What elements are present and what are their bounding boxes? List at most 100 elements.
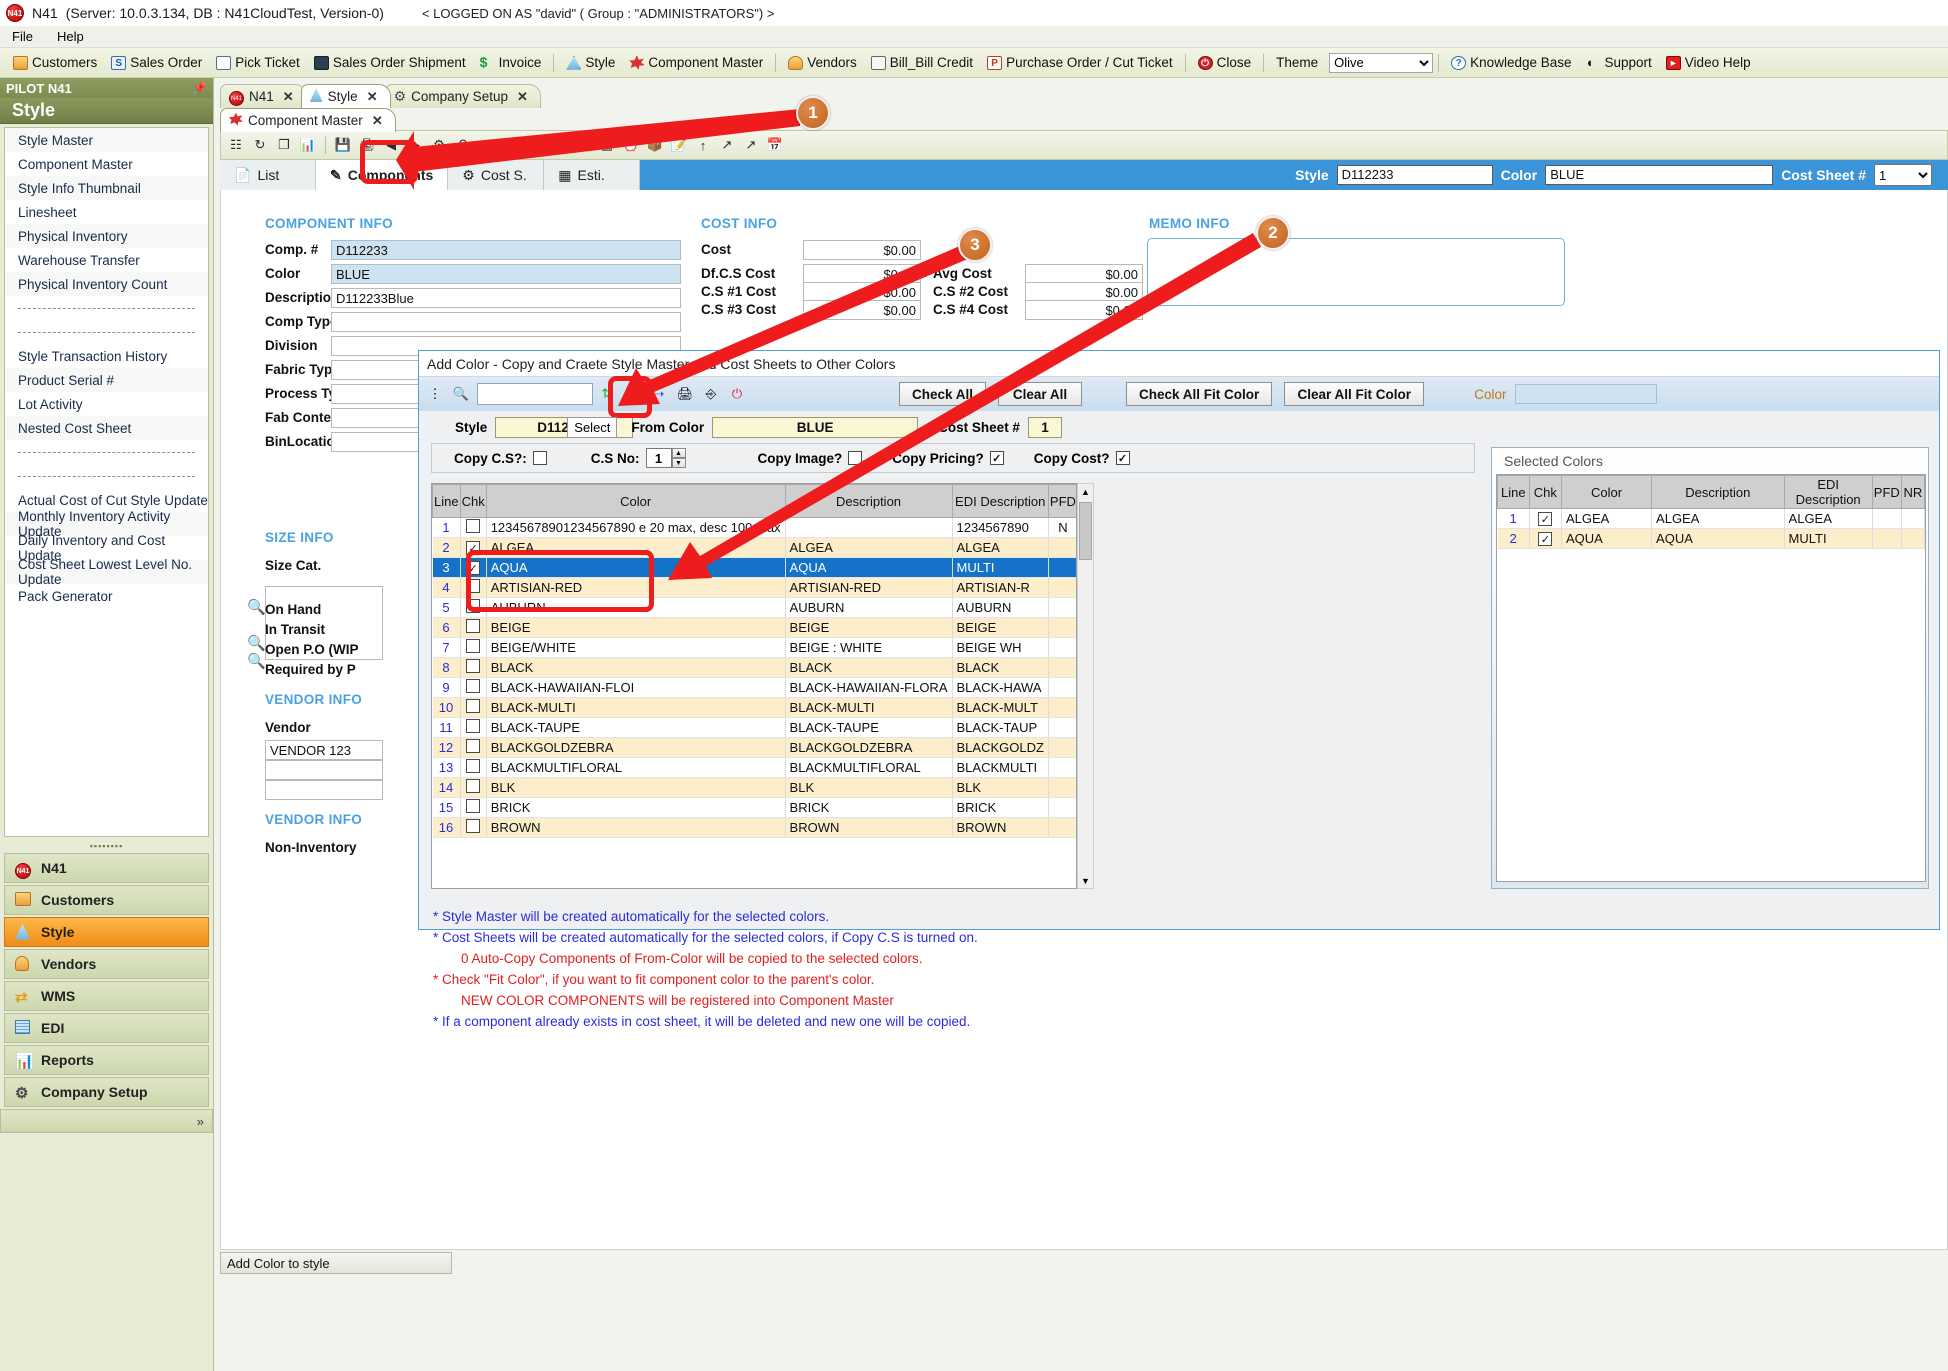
row-check-checkbox[interactable] bbox=[460, 517, 487, 538]
settings-gear-icon[interactable]: ⚙ bbox=[433, 137, 445, 152]
scroll-thumb[interactable] bbox=[1079, 502, 1092, 560]
search-icon-onhand[interactable]: 🔍 bbox=[247, 599, 266, 616]
ribbon-item-style[interactable]: Style bbox=[559, 54, 622, 71]
header-style-input[interactable]: D112233 bbox=[1336, 165, 1493, 185]
tab-company-setup[interactable]: ⚙ Company Setup ✕ bbox=[384, 84, 541, 108]
note-icon[interactable]: 📝 bbox=[670, 137, 688, 152]
menu-item-file[interactable]: File bbox=[12, 29, 33, 44]
palette-icon[interactable]: ▤ bbox=[576, 137, 590, 152]
row-check-checkbox[interactable] bbox=[460, 717, 487, 738]
upload-icon[interactable]: ↑ bbox=[699, 137, 707, 153]
refresh-icon[interactable]: ⇅ bbox=[601, 386, 613, 401]
export-icon[interactable]: ↗ bbox=[721, 137, 733, 152]
search-icon-required[interactable]: 🔍 bbox=[247, 653, 266, 670]
tab-cost-sheet[interactable]: ⚙ Cost S. bbox=[448, 160, 545, 190]
sidebar-item-warehouse-transfer[interactable]: Warehouse Transfer bbox=[18, 252, 140, 268]
ribbon-item-sales-order[interactable]: S Sales Order bbox=[104, 54, 209, 71]
value-dfcs-cost[interactable]: $0.00 bbox=[803, 264, 921, 284]
color-grid-row[interactable]: 9 BLACK-HAWAIIAN-FLOI BLACK-HAWAIIAN-FLORA… bbox=[432, 677, 1076, 698]
color-grid-header-chk[interactable]: Chk bbox=[459, 484, 487, 518]
row-check-checkbox[interactable] bbox=[460, 637, 487, 658]
row-check-checkbox[interactable] bbox=[460, 697, 487, 718]
ribbon-item-component-master[interactable]: Component Master bbox=[622, 54, 770, 71]
selected-grid-header-line[interactable]: Line bbox=[1497, 475, 1530, 509]
sidebar-grip[interactable]: ▪▪▪▪▪▪▪▪ bbox=[89, 841, 124, 851]
share-icon[interactable]: ↗ bbox=[745, 137, 757, 152]
value-cs3-cost[interactable]: $0.00 bbox=[803, 300, 921, 320]
selected-row-checkbox[interactable]: ✓ bbox=[1529, 508, 1562, 529]
selected-colors-row[interactable]: 2 ✓ AQUA AQUA MULTI bbox=[1497, 528, 1925, 549]
selected-grid-header-pfd[interactable]: PFD bbox=[1871, 475, 1902, 509]
input-comp-type[interactable] bbox=[331, 312, 681, 332]
sidebar-item-style-transaction-history[interactable]: Style Transaction History bbox=[18, 348, 168, 364]
color-grid-header-description[interactable]: Description bbox=[784, 484, 953, 518]
ribbon-item-support[interactable]: ◖ Support bbox=[1579, 54, 1659, 71]
tab-close-icon[interactable]: ✕ bbox=[282, 88, 294, 104]
clear-all-button[interactable]: Clear All bbox=[998, 382, 1083, 406]
tab-list[interactable]: 📄 List bbox=[220, 160, 316, 190]
header-color-input[interactable]: BLUE bbox=[1545, 165, 1774, 185]
selected-colors-grid[interactable]: Line Chk Color Description EDI Description PF… bbox=[1496, 474, 1926, 882]
sidebar-module-vendors[interactable]: Vendors bbox=[4, 949, 209, 979]
row-check-checkbox[interactable] bbox=[460, 657, 487, 678]
value-cost[interactable]: $0.00 bbox=[803, 240, 921, 260]
color-grid-row[interactable]: 14 BLK BLK BLK bbox=[432, 777, 1076, 798]
search-record-icon[interactable]: ⚲ bbox=[458, 137, 468, 152]
scroll-down-icon[interactable]: ▼ bbox=[1078, 873, 1093, 888]
sidebar-item-nested-cost-sheet[interactable]: Nested Cost Sheet bbox=[5, 416, 208, 440]
ribbon-item-sales-order-shipment[interactable]: Sales Order Shipment bbox=[307, 54, 473, 71]
color-grid-row[interactable]: 8BLACKBLACKBLACK001 bbox=[432, 657, 1076, 678]
input-vendor-2[interactable] bbox=[265, 760, 383, 780]
refresh-icon[interactable]: ↻ bbox=[254, 137, 266, 152]
memo-info-textarea[interactable] bbox=[1147, 238, 1565, 306]
input-comp-color[interactable]: BLUE bbox=[331, 264, 681, 284]
tab-estimate[interactable]: ▦ Esti. bbox=[544, 160, 641, 190]
selected-grid-header-color[interactable]: Color bbox=[1560, 475, 1653, 509]
new-record-icon[interactable]: ☷ bbox=[230, 137, 242, 152]
sidebar-module-edi[interactable]: EDI bbox=[4, 1013, 209, 1043]
color-grid-row[interactable]: 15 BRICK BRICK BRICK bbox=[432, 797, 1076, 818]
dialog-grip-icon[interactable]: ⋮ bbox=[428, 386, 442, 401]
color-grid-header-pfd[interactable]: PFD bbox=[1047, 484, 1076, 518]
selected-grid-header-nr[interactable]: NR bbox=[1900, 475, 1925, 509]
sidebar-module-customers[interactable]: Customers bbox=[4, 885, 209, 915]
color-grid-header-color[interactable]: Color bbox=[485, 484, 786, 518]
color-grid[interactable]: Line Chk Color Description EDI Description PF… bbox=[431, 483, 1077, 889]
tab-close-icon[interactable]: ✕ bbox=[371, 112, 383, 128]
clock-icon[interactable]: ⏰ bbox=[622, 137, 640, 152]
chart-icon[interactable]: 📊 bbox=[299, 137, 317, 152]
ribbon-item-customers[interactable]: Customers bbox=[6, 54, 104, 71]
row-check-checkbox[interactable] bbox=[460, 817, 487, 838]
checkbox-copy-pricing[interactable]: ✓ bbox=[989, 451, 1004, 465]
schedule-icon[interactable]: 📅 bbox=[766, 137, 784, 152]
sidebar-item-monthly-inventory-activity-update[interactable]: Monthly Inventory Activity Update bbox=[5, 509, 208, 539]
selected-grid-header-chk[interactable]: Chk bbox=[1528, 475, 1562, 509]
search-icon[interactable]: 🔍 bbox=[452, 386, 470, 401]
input-description[interactable]: D112233Blue bbox=[331, 288, 681, 308]
checkbox-copy-image[interactable] bbox=[848, 451, 863, 465]
ribbon-item-knowledge-base[interactable]: ? Knowledge Base bbox=[1444, 54, 1578, 71]
sidebar-item-style-master[interactable]: Style Master bbox=[5, 128, 208, 152]
pin-icon[interactable]: 📌 bbox=[192, 81, 207, 95]
dialog-search-input[interactable] bbox=[477, 383, 593, 405]
column-icon[interactable]: ▧ bbox=[528, 137, 542, 152]
ribbon-item-pick-ticket[interactable]: Pick Ticket bbox=[209, 54, 307, 71]
cs-no-stepper[interactable]: 1 ▲ ▼ bbox=[645, 448, 686, 468]
theme-select[interactable]: Olive bbox=[1329, 52, 1434, 73]
value-cs4-cost[interactable]: $0.00 bbox=[1025, 300, 1143, 320]
cs-no-arrows[interactable]: ▲ ▼ bbox=[671, 448, 686, 468]
sidebar-item-style-info-thumbnail[interactable]: Style Info Thumbnail bbox=[5, 176, 208, 200]
row-check-checkbox[interactable] bbox=[460, 797, 487, 818]
selected-grid-header-description[interactable]: Description bbox=[1651, 475, 1785, 509]
ribbon-item-purchase-order[interactable]: P Purchase Order / Cut Ticket bbox=[980, 54, 1180, 71]
input-comp-number[interactable]: D112233 bbox=[331, 240, 681, 260]
color-grid-row[interactable]: 1 12345678901234567890 e 20 max, desc 100… bbox=[432, 517, 1076, 538]
checkbox-copy-cs[interactable] bbox=[532, 451, 547, 465]
dialog-from-color-value[interactable]: BLUE bbox=[712, 416, 919, 438]
dialog-color-filter-input[interactable] bbox=[1514, 384, 1657, 404]
print-icon[interactable]: 🖨 bbox=[676, 386, 694, 401]
row-check-checkbox[interactable] bbox=[460, 757, 487, 778]
delete-color-icon[interactable]: ▦ bbox=[504, 137, 518, 152]
row-check-checkbox[interactable] bbox=[460, 737, 487, 758]
export-excel-icon[interactable]: ⎆ bbox=[705, 386, 717, 401]
